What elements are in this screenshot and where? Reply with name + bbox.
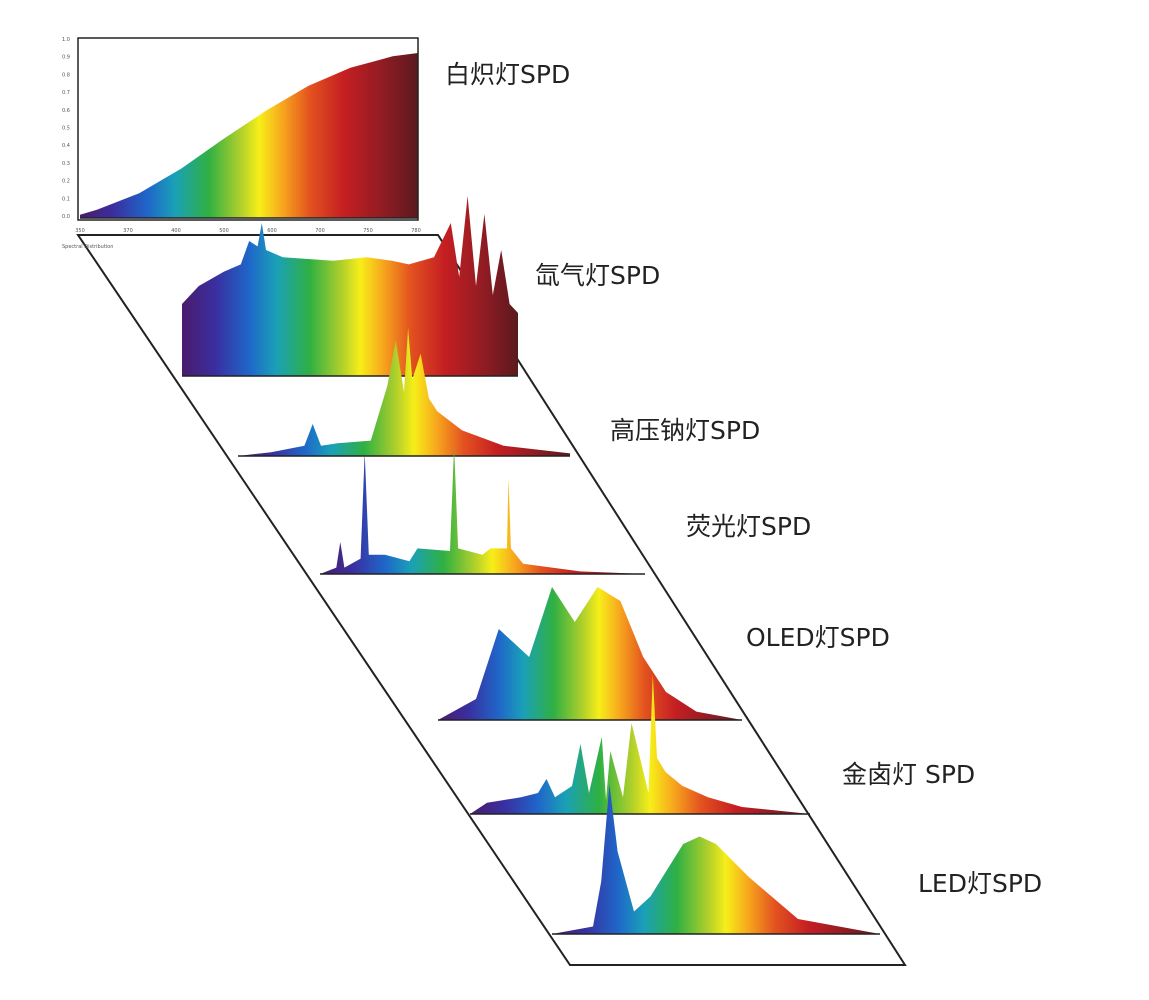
label-hps: 高压钠灯SPD <box>610 416 760 445</box>
y-tick-label: 0.0 <box>62 214 70 220</box>
y-tick-label: 0.7 <box>62 90 70 96</box>
y-tick-label: 0.3 <box>62 161 70 167</box>
incandescent-footnote: Spectral Distribution <box>62 244 113 250</box>
y-tick-label: 1.0 <box>62 37 70 43</box>
label-led: LED灯SPD <box>918 869 1042 898</box>
label-oled: OLED灯SPD <box>746 623 890 652</box>
x-tick-label: 370 <box>123 228 133 234</box>
led-spd-area <box>552 784 880 934</box>
y-tick-label: 0.8 <box>62 72 70 78</box>
label-fluorescent: 荧光灯SPD <box>686 512 811 541</box>
incandescent-ticks: 350 370 400 500 600 700 750 780 1.0 0.9 0.8 0.7 0.6 0… <box>62 37 421 234</box>
incandescent-panel-frame <box>77 37 419 221</box>
y-tick-label: 0.2 <box>62 179 70 185</box>
y-tick-label: 0.1 <box>62 196 70 202</box>
label-xenon: 氙气灯SPD <box>535 261 660 290</box>
x-tick-label: 600 <box>267 228 277 234</box>
y-tick-label: 0.9 <box>62 55 70 61</box>
xenon-spd-area <box>182 196 518 376</box>
y-tick-label: 0.6 <box>62 108 70 114</box>
fluorescent-spd-area <box>320 446 645 574</box>
x-tick-label: 750 <box>363 228 373 234</box>
x-tick-label: 700 <box>315 228 325 234</box>
x-tick-label: 350 <box>75 228 85 234</box>
oled-spd-area <box>438 587 742 720</box>
panel-frame <box>76 234 907 966</box>
x-tick-label: 400 <box>171 228 181 234</box>
metal-halide-spd-area <box>470 674 810 814</box>
y-tick-label: 0.5 <box>62 126 70 132</box>
x-tick-label: 780 <box>411 228 421 234</box>
y-tick-label: 0.4 <box>62 143 70 149</box>
spectra-layers <box>80 53 880 935</box>
incandescent-spd-area <box>80 53 418 218</box>
label-metal-halide: 金卤灯 SPD <box>842 760 975 789</box>
hps-spd-area <box>238 328 570 456</box>
label-incandescent: 白炽灯SPD <box>445 60 570 89</box>
x-tick-label: 500 <box>219 228 229 234</box>
